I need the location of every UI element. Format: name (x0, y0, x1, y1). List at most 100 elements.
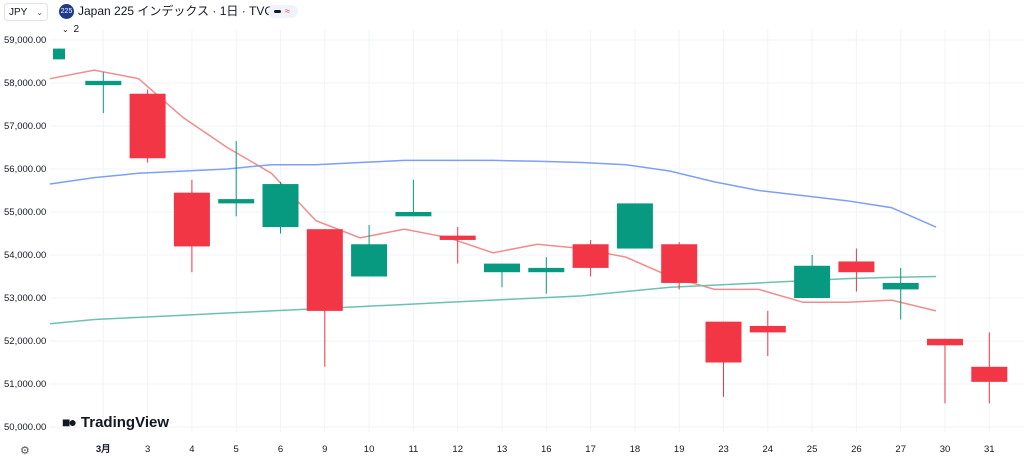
y-tick-label: 57,000.00 (4, 121, 46, 132)
x-tick-label: 23 (718, 444, 729, 455)
tradingview-logo[interactable]: ■● TradingView (62, 414, 169, 431)
y-tick-label: 59,000.00 (4, 35, 46, 46)
x-tick-label: 3月 (96, 444, 111, 455)
chevron-down-icon: ⌄ (36, 8, 43, 17)
candle-body (351, 244, 388, 277)
candle-body (53, 48, 65, 60)
y-tick-label: 56,000.00 (4, 164, 46, 175)
candle-down (661, 242, 698, 290)
candle-body (262, 184, 299, 228)
candle-up (794, 255, 831, 298)
candle-up (218, 141, 255, 217)
candle-body (705, 321, 742, 363)
candle-body (306, 229, 343, 311)
x-tick-label: 19 (674, 444, 685, 455)
x-tick-label: 11 (408, 444, 418, 455)
chart-header: JPY ⌄ 225 Japan 225 インデックス · 1日 · TVC ≈ (0, 0, 1024, 24)
currency-selector[interactable]: JPY ⌄ (4, 3, 48, 21)
tradingview-icon: ■● (62, 414, 77, 430)
status-pill[interactable]: ≈ (268, 5, 298, 18)
y-tick-label: 55,000.00 (4, 207, 46, 218)
x-tick-label: 18 (630, 444, 641, 455)
candle-body (439, 235, 476, 240)
symbol-title[interactable]: Japan 225 インデックス · 1日 · TVC (78, 4, 274, 18)
x-tick-label: 30 (940, 444, 951, 455)
candle-body (838, 261, 875, 273)
ma-fast-line (49, 69, 937, 312)
candle-up (53, 48, 65, 60)
x-tick-label: 31 (984, 444, 995, 455)
candle-body (129, 93, 166, 159)
candle-body (484, 263, 520, 273)
candle-down (705, 321, 742, 397)
grid (50, 30, 1024, 432)
y-tick-label: 50,000.00 (4, 422, 46, 433)
candle-down (971, 332, 1008, 404)
logo-text: TradingView (80, 414, 170, 431)
x-tick-label: 24 (763, 444, 774, 455)
candle-body (661, 244, 698, 283)
candle-up (484, 263, 520, 288)
candle-body (85, 80, 122, 86)
candle-body (971, 366, 1008, 382)
x-tick-label: 4 (189, 444, 194, 455)
x-tick-label: 17 (585, 444, 596, 455)
x-tick-label: 13 (497, 444, 508, 455)
x-tick-label: 16 (541, 444, 552, 455)
moving-averages (49, 69, 937, 325)
candle-down (306, 229, 343, 367)
candle-down (927, 338, 963, 404)
candle-down (572, 239, 609, 277)
y-tick-label: 54,000.00 (4, 250, 46, 261)
chevron-down-icon: ⌄ (62, 25, 69, 34)
currency-label: JPY (9, 7, 28, 18)
y-tick-label: 58,000.00 (4, 78, 46, 89)
candle-body (882, 282, 919, 290)
x-tick-label: 9 (322, 444, 327, 455)
y-tick-label: 51,000.00 (4, 379, 46, 390)
candle-body (927, 338, 963, 346)
x-axis: 3月 3 4 5 6 9 10 11 12 13 16 17 18 19 23 24 25 26 27 30 31 (96, 444, 995, 455)
x-tick-label: 25 (807, 444, 818, 455)
x-tick-label: 10 (364, 444, 375, 455)
candle-body (572, 244, 609, 268)
candle-down (129, 89, 166, 163)
dash-icon (274, 10, 281, 13)
candle-body (616, 203, 653, 249)
candle-up (528, 257, 565, 294)
candle-up (351, 224, 388, 277)
candle-body (218, 199, 255, 204)
candle-up (85, 72, 122, 114)
indicator-count: 2 (73, 24, 80, 35)
candle-up (395, 179, 432, 217)
x-tick-label: 26 (851, 444, 862, 455)
y-tick-label: 52,000.00 (4, 336, 46, 347)
x-tick-label: 3 (145, 444, 150, 455)
candle-down (439, 227, 476, 264)
candle-down (749, 310, 786, 357)
candle-down (838, 248, 875, 292)
candles (53, 48, 1008, 404)
candle-up (882, 267, 919, 320)
candle-body (749, 325, 786, 333)
x-tick-label: 6 (278, 444, 283, 455)
candle-body (395, 212, 432, 217)
symbol-badge[interactable]: 225 (59, 4, 74, 19)
candle-body (794, 265, 831, 298)
candle-body (528, 267, 565, 273)
settings-icon[interactable]: ⚙ (20, 445, 30, 457)
ma-mid-line (49, 159, 937, 228)
candle-up (616, 203, 653, 249)
x-tick-label: 5 (234, 444, 239, 455)
indicator-toggle[interactable]: ⌄ 2 (62, 24, 79, 35)
y-axis: 59,000.00 58,000.00 57,000.00 56,000.00 55,0… (4, 35, 46, 433)
candle-body (173, 192, 210, 247)
ma-slow-line (49, 275, 937, 325)
approx-icon: ≈ (285, 6, 290, 16)
candle-down (173, 179, 210, 273)
candle-up (262, 181, 299, 234)
y-tick-label: 53,000.00 (4, 293, 46, 304)
x-tick-label: 27 (895, 444, 906, 455)
x-tick-label: 12 (452, 444, 463, 455)
